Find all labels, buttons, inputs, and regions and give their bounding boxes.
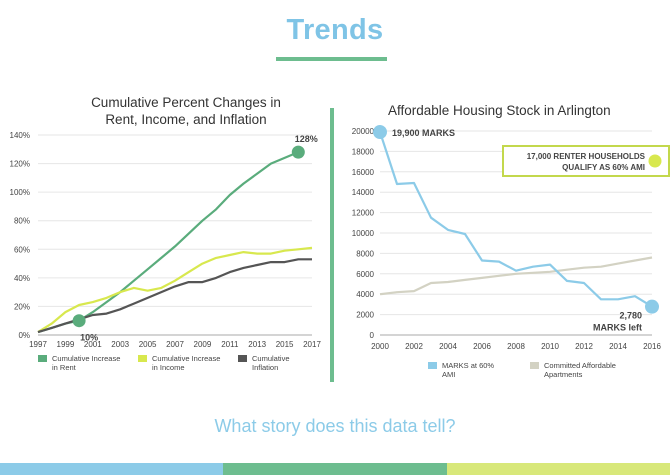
y-tick-label: 140% [10, 131, 30, 140]
chart-divider [330, 108, 334, 382]
chart-title-line-2: Rent, Income, and Inflation [105, 112, 266, 127]
annotation-label-2780-line-2: MARKS left [593, 323, 642, 333]
legend-swatch-1 [428, 362, 437, 369]
x-tick-label: 2014 [609, 342, 627, 351]
y-tick-label: 14000 [352, 188, 375, 197]
x-tick-label: 2011 [221, 340, 239, 349]
y-tick-label: 0% [18, 331, 30, 340]
affordable-housing-chart: Affordable Housing Stock in Arlington 0 20… [352, 103, 670, 379]
callout-text-line-2: QUALIFY AS 60% AMI [562, 163, 645, 172]
y-tick-label: 40% [14, 274, 30, 283]
legend-label-2-line-1: Cumulative Increase [152, 354, 220, 363]
annotation-label-19900: 19,900 MARKS [392, 128, 455, 138]
y-tick-label: 16000 [352, 168, 375, 177]
footer-bar-green [223, 463, 447, 475]
x-tick-label: 2015 [276, 340, 294, 349]
y-tick-label: 100% [10, 188, 30, 197]
footer-color-bars [0, 463, 670, 475]
y-tick-label: 20000 [352, 127, 375, 136]
legend-label-3-line-2: Inflation [252, 363, 278, 372]
annotation-label-2780-line-1: 2,780 [619, 311, 642, 321]
callout-marker [648, 154, 662, 168]
x-tick-label: 2008 [507, 342, 525, 351]
x-tick-label: 2013 [248, 340, 266, 349]
annotation-label-128: 128% [295, 134, 318, 144]
legend-label-1-line-1: Cumulative Increase [52, 354, 120, 363]
legend-label-1-line-1: MARKS at 60% [442, 361, 494, 370]
y-tick-label: 80% [14, 217, 30, 226]
legend-label-2-line-2: in Income [152, 363, 185, 372]
y-tick-label: 120% [10, 160, 30, 169]
callout-box [502, 145, 670, 177]
x-tick-label: 2017 [303, 340, 321, 349]
chart-title: Affordable Housing Stock in Arlington [388, 103, 611, 118]
y-tick-label: 2000 [356, 311, 374, 320]
annotation-label-10: 10% [80, 333, 98, 343]
x-tick-label: 1997 [29, 340, 47, 349]
y-tick-label: 20% [14, 302, 30, 311]
x-tick-label: 2016 [643, 342, 661, 351]
legend-swatch-1 [38, 355, 47, 362]
x-tick-label: 2001 [84, 340, 102, 349]
annotation-marker-128 [291, 145, 305, 159]
x-tick-label: 2009 [194, 340, 212, 349]
y-tick-label: 0 [370, 331, 375, 340]
question-text: What story does this data tell? [214, 416, 456, 436]
legend-swatch-3 [238, 355, 247, 362]
y-tick-label: 8000 [356, 249, 374, 258]
y-tick-label: 18000 [352, 147, 375, 156]
y-tick-label: 10000 [352, 229, 375, 238]
legend-label-2-line-1: Committed Affordable [544, 361, 616, 370]
legend-swatch-2 [530, 362, 539, 369]
x-tick-label: 2007 [166, 340, 184, 349]
legend-label-2-line-2: Apartments [544, 370, 583, 379]
x-tick-label: 2012 [575, 342, 593, 351]
legend-label-1-line-2: in Rent [52, 363, 77, 372]
x-tick-label: 2006 [473, 342, 491, 351]
y-tick-label: 6000 [356, 270, 374, 279]
annotation-marker-19900 [373, 125, 387, 140]
y-tick-label: 60% [14, 245, 30, 254]
legend-label-1-line-2: AMI [442, 370, 455, 379]
x-tick-label: 2005 [139, 340, 157, 349]
y-tick-label: 4000 [356, 290, 374, 299]
legend-swatch-2 [138, 355, 147, 362]
rent-income-inflation-chart: Cumulative Percent Changes in Rent, Incom… [10, 95, 322, 372]
x-tick-label: 2000 [371, 342, 389, 351]
annotation-marker-2780 [645, 299, 659, 314]
x-tick-label: 2002 [405, 342, 423, 351]
series-line-2 [379, 256, 653, 296]
annotation-marker-10 [72, 314, 86, 328]
x-tick-label: 2003 [111, 340, 129, 349]
legend-label-3-line-1: Cumulative [252, 354, 290, 363]
x-tick-label: 2010 [541, 342, 559, 351]
slide-title: Trends [286, 14, 384, 46]
title-underline [276, 57, 387, 61]
chart-title-line-1: Cumulative Percent Changes in [91, 95, 281, 110]
callout-text-line-1: 17,000 RENTER HOUSEHOLDS [527, 152, 646, 161]
y-tick-label: 12000 [352, 209, 375, 218]
x-tick-label: 1999 [57, 340, 75, 349]
series-line-2 [37, 246, 313, 334]
footer-bar-yellow [446, 463, 670, 475]
series-line-1 [378, 131, 653, 308]
footer-bar-blue [0, 463, 224, 475]
x-tick-label: 2004 [439, 342, 457, 351]
